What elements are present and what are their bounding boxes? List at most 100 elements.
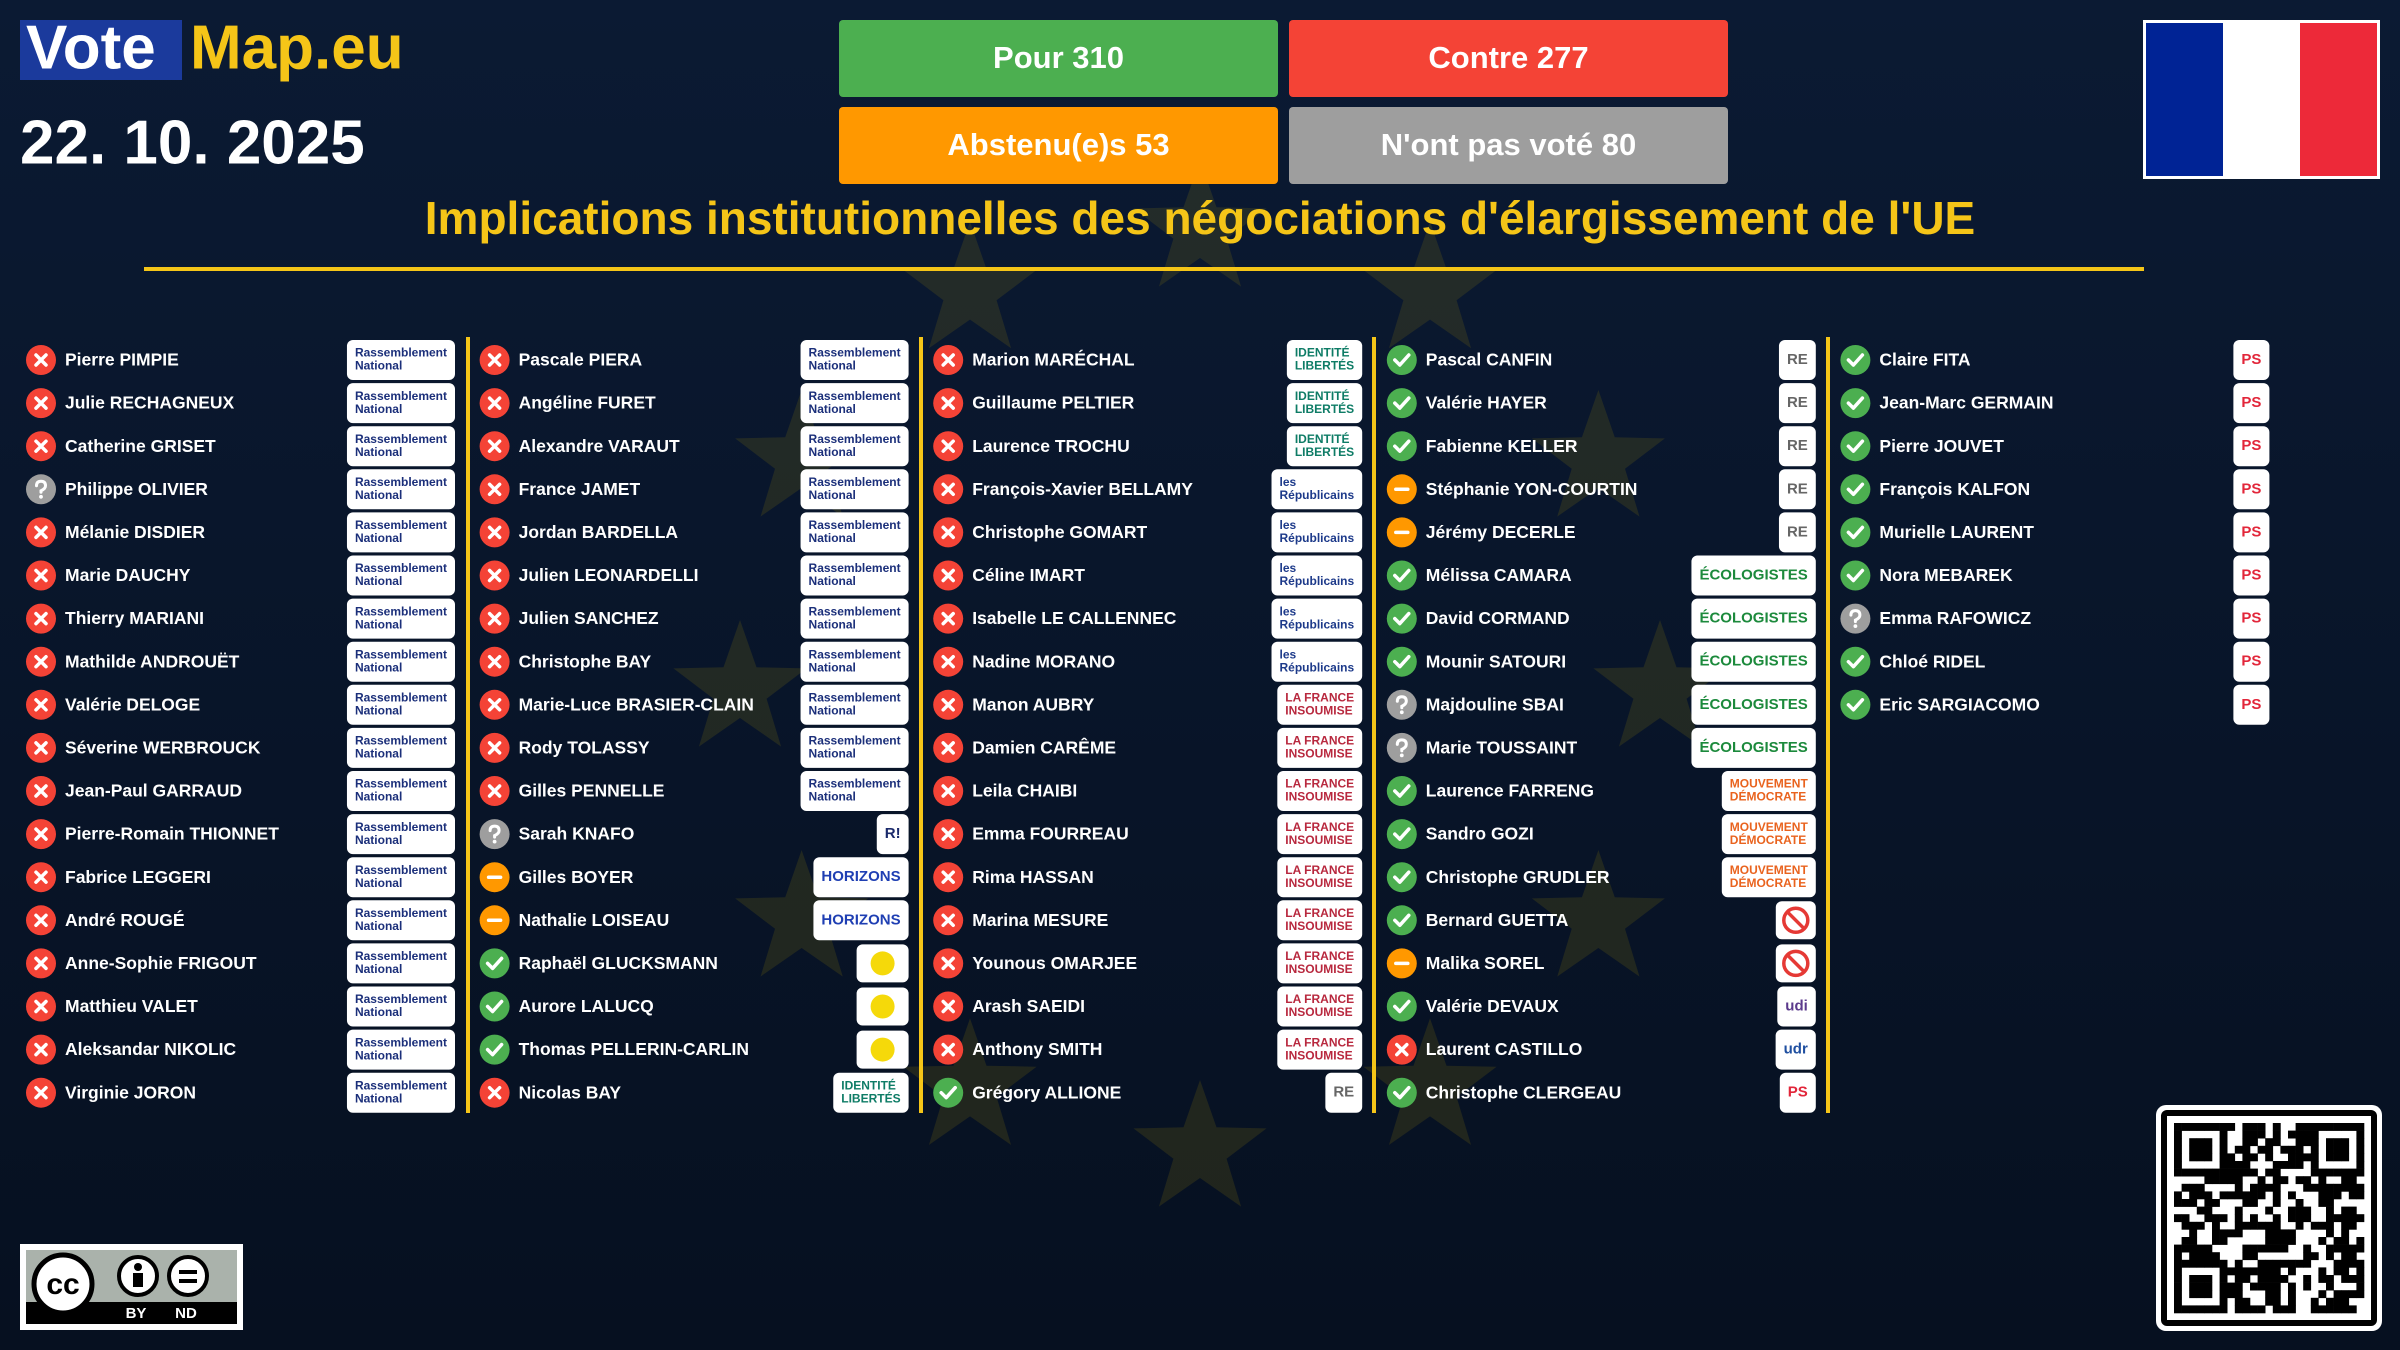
logo-text: Rassemblement [355, 1078, 447, 1092]
member-name: Marion MARÉCHAL [972, 349, 1135, 370]
icon-glyph [34, 439, 48, 453]
qr-module [2310, 1297, 2319, 1306]
vote-icon [479, 991, 510, 1022]
qr-module [2280, 1229, 2289, 1238]
logo-text: INSOUMISE [1285, 1005, 1352, 1019]
qr-module [2272, 1214, 2281, 1223]
logo-dot [870, 994, 895, 1019]
icon-glyph [34, 353, 48, 367]
qr-module [2250, 1305, 2258, 1314]
qr-module [2257, 1123, 2266, 1131]
logo-box [1721, 857, 1816, 898]
vote-icon [479, 689, 510, 720]
icon-glyph [1395, 1042, 1409, 1057]
qr-module [2196, 1259, 2205, 1268]
qr-module [2242, 1275, 2251, 1283]
date: 22. 10. 2025 [20, 108, 365, 177]
qr-module [2219, 1138, 2228, 1147]
qr-module [2280, 1145, 2289, 1154]
logo-text: MOUVEMENT [1730, 863, 1809, 877]
vote-icon [933, 646, 964, 677]
member-name: France JAMET [519, 479, 641, 499]
icon-glyph [1399, 710, 1404, 715]
icon-glyph [487, 396, 502, 410]
vote-icon [1386, 689, 1417, 720]
member-name: Malika SOREL [1426, 953, 1545, 973]
qr-module [2204, 1282, 2213, 1291]
qr-module [2265, 1259, 2274, 1268]
icon-glyph [487, 784, 502, 798]
qr-code [2156, 1105, 2382, 1331]
vote-icon [479, 1077, 510, 1108]
qr-module [2204, 1168, 2213, 1177]
qr-module [2326, 1123, 2334, 1131]
qr-module [2196, 1221, 2205, 1230]
logo-text: National [809, 747, 856, 761]
vote-icon [933, 388, 964, 419]
logo-box [800, 340, 909, 380]
vote-icon [26, 560, 56, 591]
qr-module [2219, 1297, 2228, 1306]
qr-module [2303, 1130, 2312, 1139]
icon-circle [1840, 388, 1871, 419]
license-badge: cc BY ND [20, 1244, 243, 1330]
qr-module [2341, 1237, 2350, 1245]
vote-icon [26, 345, 56, 375]
qr-module [2181, 1221, 2190, 1230]
qr-module [2227, 1123, 2236, 1131]
logo-box [1778, 426, 1816, 467]
qr-module [2318, 1267, 2327, 1276]
qr-module [2174, 1130, 2182, 1139]
qr-module [2348, 1305, 2357, 1314]
logo-text: Rassemblement [809, 432, 901, 446]
icon-circle [1840, 646, 1871, 677]
qr-module [2189, 1237, 2198, 1245]
logo-text: Rassemblement [809, 475, 901, 489]
logo-box [346, 684, 455, 725]
logo-box [346, 512, 455, 553]
vote-icon [479, 905, 510, 936]
logo-text: Rassemblement [809, 346, 901, 360]
party-logo: RE [1325, 1072, 1363, 1113]
qr-module [2272, 1199, 2281, 1207]
member-name: Nadine MORANO [972, 651, 1115, 671]
title-rule [144, 267, 2144, 271]
member-name: Séverine WERBROUCK [65, 738, 261, 758]
qr-module [2189, 1305, 2198, 1314]
logo-text: les [1280, 647, 1297, 661]
qr-module [2288, 1290, 2296, 1299]
logo-text: National [355, 445, 402, 459]
qr-module [2356, 1290, 2365, 1299]
qr-module [2174, 1199, 2182, 1207]
logo-text: LA FRANCE [1285, 777, 1354, 791]
qr-module [2333, 1168, 2342, 1177]
qr-module [2280, 1176, 2289, 1185]
member-name: Stéphanie YON-COURTIN [1426, 479, 1638, 499]
logo-box [346, 383, 455, 424]
logo-text: PS [2241, 610, 2261, 627]
icon-circle [1386, 388, 1417, 419]
qr-module [2341, 1206, 2350, 1215]
qr-module [2196, 1153, 2205, 1162]
qr-module [2204, 1176, 2213, 1185]
member-name: Thomas PELLERIN-CARLIN [519, 1039, 749, 1059]
icon-glyph [34, 396, 48, 410]
member-name: David CORMAND [1426, 608, 1570, 628]
logo-text: ÉCOLOGISTES [1699, 653, 1807, 670]
member-name: Valérie HAYER [1426, 393, 1547, 413]
logo-text: IDENTITÉ [841, 1077, 896, 1092]
member-name: Aurore LALUCQ [519, 996, 654, 1016]
logo-text: National [355, 488, 402, 502]
logo-dot [870, 1037, 895, 1062]
qr-module [2295, 1123, 2304, 1131]
logo-text: Républicains [1280, 660, 1355, 674]
qr-module [2196, 1305, 2205, 1314]
party-logo [856, 987, 909, 1026]
qr-module [2219, 1145, 2228, 1154]
logo-box [813, 857, 909, 898]
qr-module [2227, 1153, 2236, 1162]
